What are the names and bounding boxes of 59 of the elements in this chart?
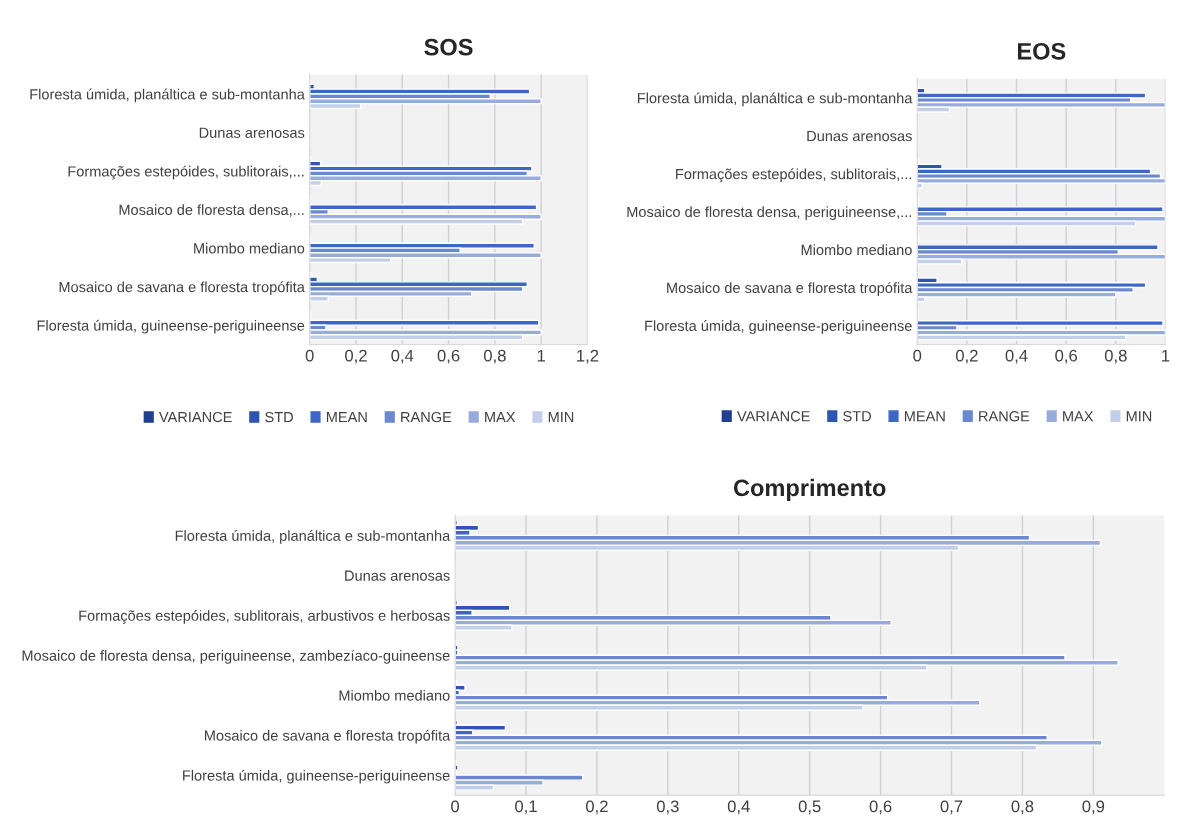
x-tick-label: 0,3 xyxy=(656,800,679,815)
legend-label: MEAN xyxy=(326,412,367,423)
legend-label: VARIANCE xyxy=(159,411,232,423)
y-tick-label: Floresta úmida, planáltica e sub-montanha xyxy=(175,530,451,544)
y-tick-label: Floresta úmida, guineense-periguineense xyxy=(645,320,912,334)
y-tick-label: Mosaico de floresta densa, periguineense, zambezíaco-guineense xyxy=(22,649,450,664)
y-tick-label: Mosaico de floresta densa, periguineense,... xyxy=(627,206,912,220)
y-tick-label: Miombo mediano xyxy=(339,689,450,701)
y-tick-label: Formações estepóides, sublitorais, arbustivos e herbosas xyxy=(79,609,450,624)
legend-label: STD xyxy=(265,411,293,423)
y-tick-label: Floresta úmida, planáltica e sub-montanha xyxy=(637,92,913,107)
y-tick-label: Floresta úmida, planáltica e sub-montanha xyxy=(30,88,305,103)
x-tick-label: 0,1 xyxy=(515,800,537,815)
y-tick-label: Mosaico de savana e floresta tropófita xyxy=(667,282,913,296)
x-tick-label: 0,4 xyxy=(727,800,750,815)
x-tick-label: 1 xyxy=(1162,349,1170,362)
y-tick-label: Formações estepóides, sublitorais,... xyxy=(68,165,304,180)
x-tick-label: 0 xyxy=(305,349,314,362)
legend-label: STD xyxy=(843,411,871,422)
y-tick-label: Dunas arenosas xyxy=(345,570,450,581)
y-tick-label: Floresta úmida, guineense-periguineense xyxy=(37,319,305,334)
x-tick-label: 0,5 xyxy=(798,800,821,815)
y-tick-label: Miombo mediano xyxy=(801,244,912,256)
legend-label: MAX xyxy=(1063,411,1094,422)
chart-title: Comprimento xyxy=(733,478,886,501)
x-tick-label: 0,4 xyxy=(391,349,414,364)
x-tick-label: 0,6 xyxy=(1055,349,1078,364)
x-tick-label: 0,2 xyxy=(345,349,367,364)
y-tick-label: Mosaico de savana e floresta tropófita xyxy=(204,729,451,744)
x-tick-label: 1,2 xyxy=(577,349,599,364)
x-tick-label: 0,8 xyxy=(1104,349,1127,364)
legend-label: VARIANCE xyxy=(737,411,810,422)
legend-label: MIN xyxy=(548,412,574,423)
legend-label: MAX xyxy=(485,412,516,423)
x-tick-label: 0,2 xyxy=(955,349,978,364)
y-tick-label: Miombo mediano xyxy=(194,242,305,254)
y-tick-label: Dunas arenosas xyxy=(199,127,305,138)
x-tick-label: 0 xyxy=(913,349,922,362)
chart-title: EOS xyxy=(1017,42,1066,60)
legend-label: MEAN xyxy=(904,411,945,422)
x-tick-label: 0,6 xyxy=(869,800,892,815)
x-tick-label: 0,4 xyxy=(1005,349,1028,364)
y-tick-label: Dunas arenosas xyxy=(807,131,912,142)
chart-title: SOS xyxy=(424,38,473,56)
y-tick-label: Floresta úmida, guineense-periguineense xyxy=(183,769,450,784)
x-tick-label: 1 xyxy=(537,349,545,362)
x-tick-label: 0,8 xyxy=(1011,800,1034,815)
legend-label: MIN xyxy=(1126,411,1152,422)
y-tick-label: Formações estepóides, sublitorais,... xyxy=(676,168,912,183)
x-tick-label: 0 xyxy=(451,800,460,813)
legend-label: RANGE xyxy=(401,411,452,423)
x-tick-label: 0,7 xyxy=(940,800,963,815)
x-tick-label: 0,9 xyxy=(1082,800,1105,815)
x-tick-label: 0,6 xyxy=(437,349,460,364)
y-tick-label: Mosaico de floresta densa,... xyxy=(119,204,304,217)
x-tick-label: 0,2 xyxy=(585,800,608,815)
y-tick-label: Mosaico de savana e floresta tropófita xyxy=(59,281,305,296)
legend-label: RANGE xyxy=(979,411,1030,422)
x-tick-label: 0,8 xyxy=(483,349,506,364)
